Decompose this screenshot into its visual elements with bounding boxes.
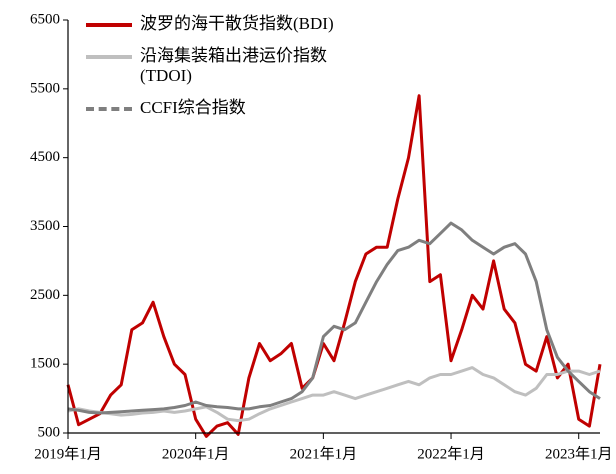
y-tick-label: 2500: [30, 287, 60, 303]
legend-label: 沿海集装箱出港运价指数(TDOI): [140, 46, 327, 85]
legend-label: CCFI综合指数: [140, 98, 246, 117]
x-tick-label: 2023年1月: [545, 445, 613, 462]
legend-item: 波罗的海干散货指数(BDI): [86, 14, 386, 34]
legend-swatch: [86, 23, 132, 27]
legend: 波罗的海干散货指数(BDI) 沿海集装箱出港运价指数(TDOI) CCFI综合指数: [86, 14, 386, 130]
series-line: [66, 94, 602, 438]
y-tick-label: 4500: [30, 149, 60, 165]
x-tick-label: 2020年1月: [162, 445, 230, 462]
series-line: [67, 366, 601, 423]
y-tick-label: 1500: [30, 356, 60, 372]
series-line: [67, 221, 601, 415]
legend-label: 波罗的海干散货指数(BDI): [140, 14, 334, 33]
x-tick-label: 2022年1月: [417, 445, 485, 462]
legend-item: CCFI综合指数: [86, 98, 386, 118]
legend-swatch: [86, 55, 132, 59]
x-tick-label: 2019年1月: [34, 445, 102, 462]
y-tick-label: 6500: [30, 11, 60, 27]
y-tick-label: 3500: [30, 218, 60, 234]
y-tick-label: 5500: [30, 80, 60, 96]
x-tick-label: 2021年1月: [290, 445, 358, 462]
legend-item: 沿海集装箱出港运价指数(TDOI): [86, 46, 386, 86]
legend-swatch: [86, 107, 132, 111]
y-tick-label: 500: [38, 424, 61, 440]
